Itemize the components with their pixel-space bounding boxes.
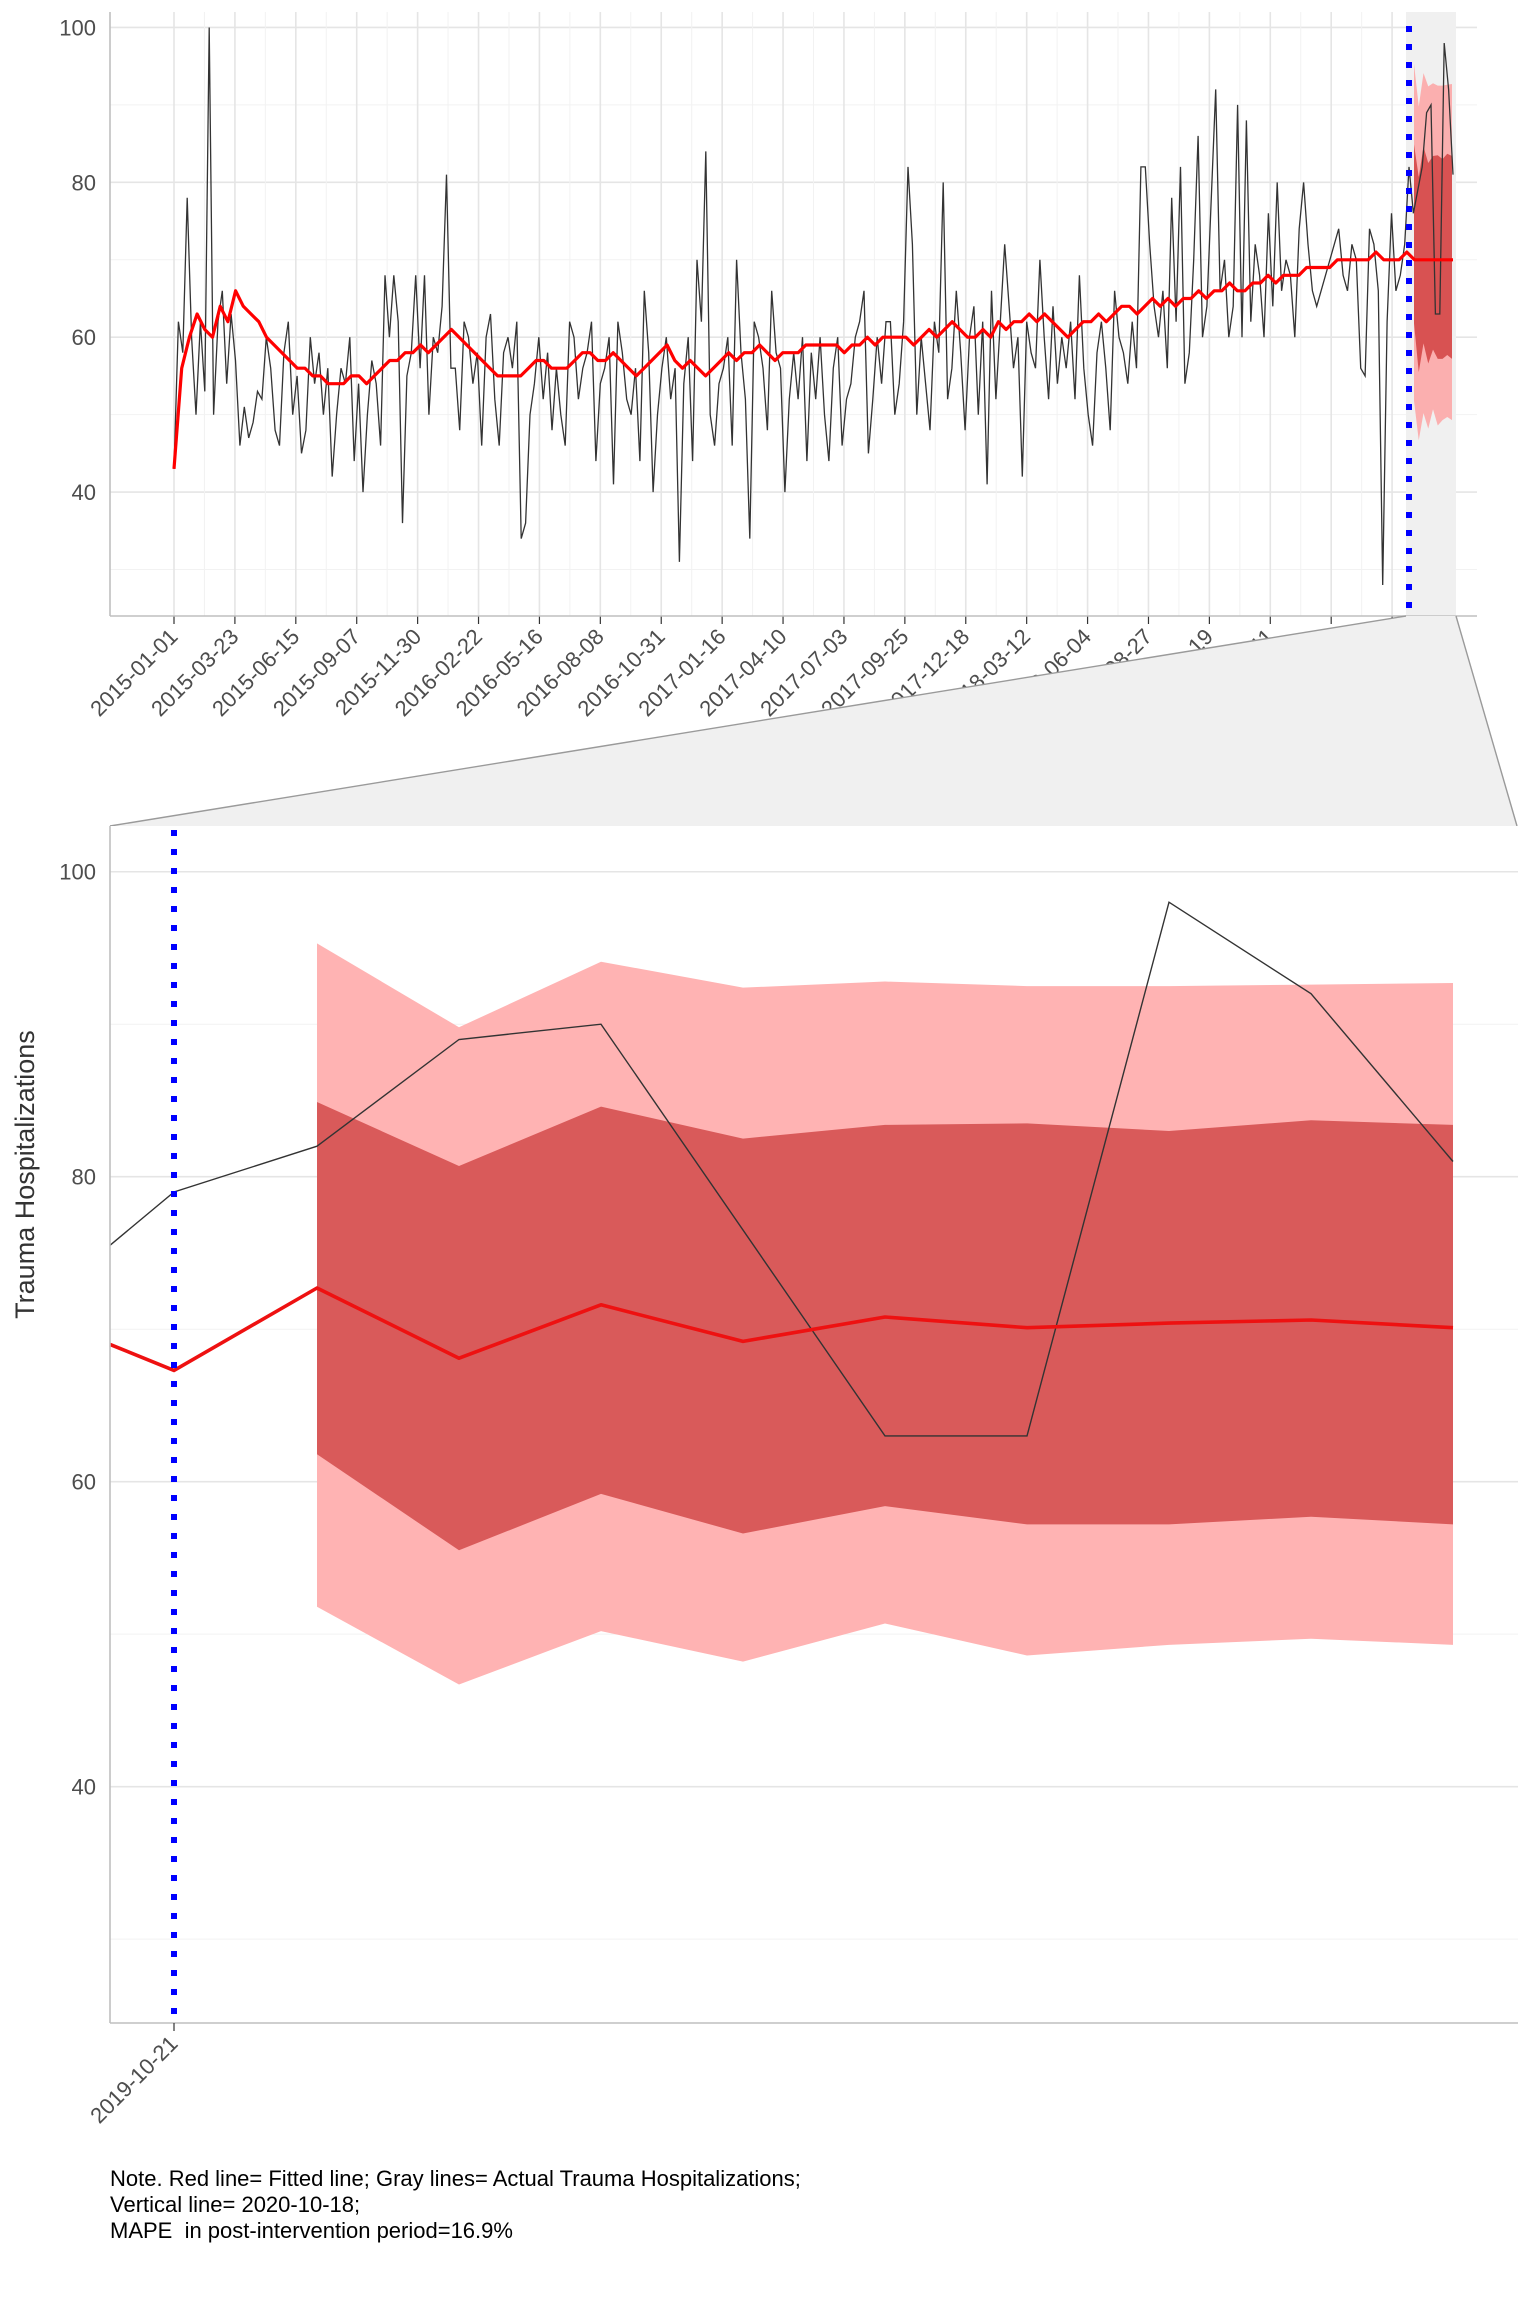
note-line-1: Note. Red line= Fitted line; Gray lines=… — [110, 2166, 1410, 2192]
overview-panel: 2015-01-012015-03-232015-06-152015-09-07… — [59, 12, 1477, 721]
y-tick-label: 80 — [72, 1165, 96, 1190]
y-tick-label: 60 — [72, 1470, 96, 1495]
note-line-3: MAPE in post-intervention period=16.9% — [110, 2218, 1410, 2244]
zoom-panel: 40 60 80 100 2019-10-21 Trauma Hospitalizatio… — [10, 826, 1518, 2128]
y-tick-label: 80 — [72, 170, 96, 195]
y-tick-label: 100 — [59, 860, 96, 885]
band-80 — [317, 1102, 1453, 1550]
y-tick-label: 40 — [72, 1775, 96, 1800]
note-line-2: Vertical line= 2020-10-18; — [110, 2192, 1410, 2218]
y-tick-label: 100 — [59, 15, 96, 40]
y-tick-label: 60 — [72, 325, 96, 350]
y-axis-title: Trauma Hospitalizations — [10, 1030, 40, 1319]
footnote: Note. Red line= Fitted line; Gray lines=… — [110, 2166, 1410, 2244]
x-tick-label: 2019-10-21 — [85, 2031, 182, 2128]
y-tick-label: 40 — [72, 480, 96, 505]
